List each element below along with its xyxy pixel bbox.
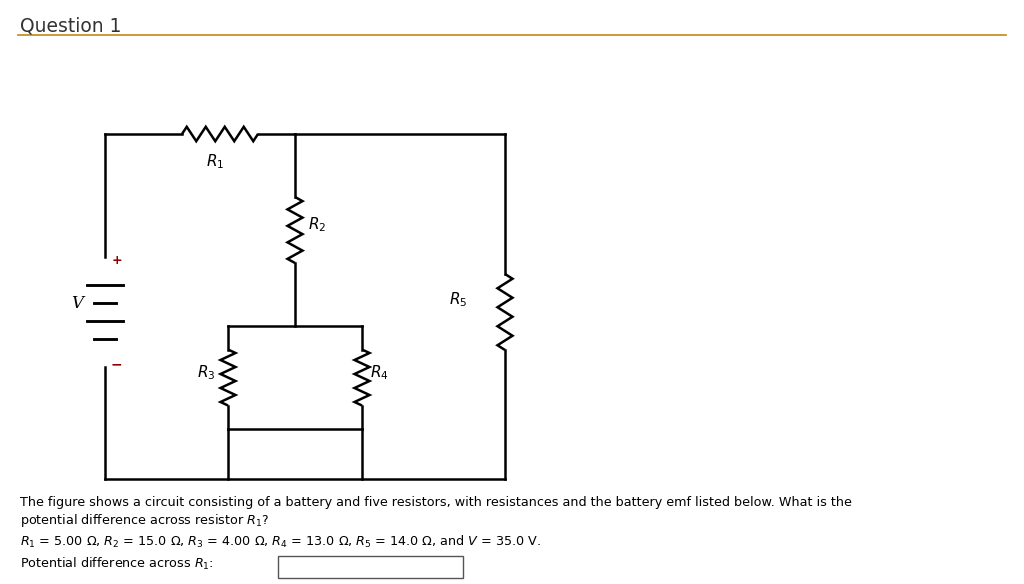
Text: $R_2$: $R_2$ bbox=[308, 215, 327, 234]
Text: $R_1$ = 5.00 Ω, $R_2$ = 15.0 Ω, $R_3$ = 4.00 Ω, $R_4$ = 13.0 Ω, $R_5$ = 14.0 Ω, : $R_1$ = 5.00 Ω, $R_2$ = 15.0 Ω, $R_3$ = … bbox=[20, 534, 542, 550]
Text: $R_3$: $R_3$ bbox=[197, 363, 215, 382]
Text: V: V bbox=[71, 296, 83, 312]
Text: $R_1$: $R_1$ bbox=[206, 152, 224, 171]
Text: Potential difference across $R_1$:: Potential difference across $R_1$: bbox=[20, 556, 214, 572]
Text: $R_5$: $R_5$ bbox=[449, 291, 467, 310]
Text: −: − bbox=[111, 357, 123, 371]
Text: The figure shows a circuit consisting of a battery and five resistors, with resi: The figure shows a circuit consisting of… bbox=[20, 496, 852, 509]
Text: $R_4$: $R_4$ bbox=[370, 363, 389, 382]
Text: potential difference across resistor $R_1$?: potential difference across resistor $R_… bbox=[20, 512, 269, 529]
Text: +: + bbox=[112, 253, 123, 266]
Bar bbox=[278, 556, 463, 578]
Text: Question 1: Question 1 bbox=[20, 16, 122, 35]
